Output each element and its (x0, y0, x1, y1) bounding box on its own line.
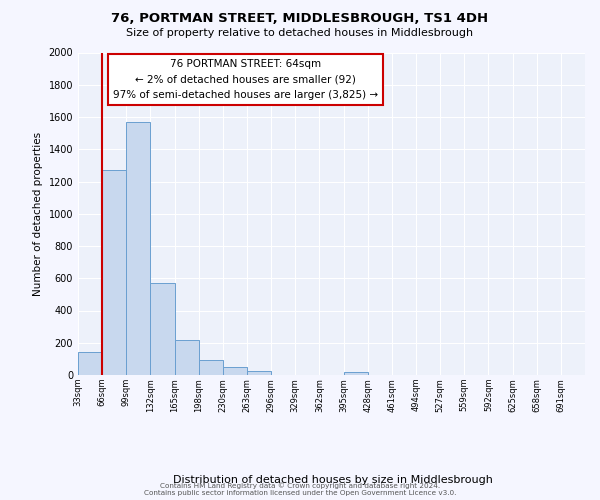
Text: 76 PORTMAN STREET: 64sqm
← 2% of detached houses are smaller (92)
97% of semi-de: 76 PORTMAN STREET: 64sqm ← 2% of detache… (113, 59, 378, 100)
Bar (175, 340, 199, 375)
Bar (247, 371, 271, 375)
Bar (223, 367, 247, 375)
Text: Contains public sector information licensed under the Open Government Licence v3: Contains public sector information licen… (144, 490, 456, 496)
Text: Contains HM Land Registry data © Crown copyright and database right 2024.: Contains HM Land Registry data © Crown c… (160, 482, 440, 489)
Bar (78, 352, 102, 375)
Bar (151, 283, 175, 375)
Text: Size of property relative to detached houses in Middlesbrough: Size of property relative to detached ho… (127, 28, 473, 38)
Text: 76, PORTMAN STREET, MIDDLESBROUGH, TS1 4DH: 76, PORTMAN STREET, MIDDLESBROUGH, TS1 4… (112, 12, 488, 26)
Y-axis label: Number of detached properties: Number of detached properties (33, 132, 43, 296)
Bar (126, 122, 151, 375)
Bar (344, 372, 368, 375)
Text: Distribution of detached houses by size in Middlesbrough: Distribution of detached houses by size … (173, 475, 493, 485)
Bar (199, 360, 223, 375)
Bar (102, 170, 126, 375)
